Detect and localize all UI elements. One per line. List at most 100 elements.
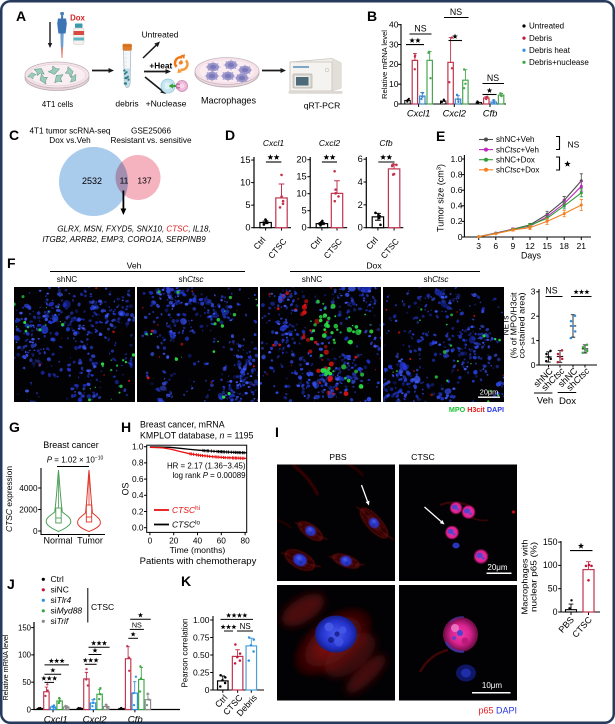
svg-text:NS: NS bbox=[487, 73, 499, 83]
svg-text:CTSC expression: CTSC expression bbox=[5, 466, 14, 532]
svg-text:100: 100 bbox=[543, 560, 558, 570]
svg-text:GSE25066: GSE25066 bbox=[131, 127, 172, 136]
svg-text:Macrophages: Macrophages bbox=[201, 96, 257, 106]
svg-text:2: 2 bbox=[358, 200, 363, 210]
svg-text:Pearson correlation: Pearson correlation bbox=[181, 619, 190, 688]
svg-text:15: 15 bbox=[296, 172, 306, 182]
svg-text:4T1 cells: 4T1 cells bbox=[42, 100, 73, 109]
svg-text:log rank P = 0.00089: log rank P = 0.00089 bbox=[172, 471, 246, 480]
svg-text:Cxcl2: Cxcl2 bbox=[83, 715, 108, 724]
svg-text:qRT-PCR: qRT-PCR bbox=[304, 101, 341, 111]
svg-text:CTSClo: CTSClo bbox=[172, 520, 201, 530]
svg-text:siTlr4: siTlr4 bbox=[51, 595, 72, 605]
svg-text:G: G bbox=[9, 419, 20, 435]
svg-text:3: 3 bbox=[476, 241, 481, 251]
svg-text:(% of MPO/H3cit: (% of MPO/H3cit bbox=[509, 292, 518, 359]
svg-text:10: 10 bbox=[389, 79, 399, 89]
svg-text:NS: NS bbox=[132, 621, 142, 630]
svg-text:Veh: Veh bbox=[537, 396, 554, 407]
svg-text:Ctrl: Ctrl bbox=[51, 574, 64, 584]
svg-text:15: 15 bbox=[240, 155, 250, 165]
svg-text:5: 5 bbox=[302, 206, 307, 216]
svg-text:0: 0 bbox=[302, 223, 307, 233]
svg-text:Debris+nuclease: Debris+nuclease bbox=[529, 58, 589, 67]
svg-text:D: D bbox=[225, 127, 235, 143]
svg-text:Cfb: Cfb bbox=[483, 108, 498, 119]
svg-text:10: 10 bbox=[296, 189, 306, 199]
svg-text:CTSC: CTSC bbox=[91, 602, 114, 612]
svg-text:0.75: 0.75 bbox=[193, 632, 210, 642]
svg-text:NS: NS bbox=[240, 622, 251, 631]
svg-text:10μm: 10μm bbox=[482, 681, 503, 690]
svg-text:1.0: 1.0 bbox=[451, 154, 463, 164]
svg-text:11: 11 bbox=[120, 176, 129, 186]
svg-text:K: K bbox=[181, 573, 191, 589]
svg-text:15: 15 bbox=[542, 241, 552, 251]
svg-text:4000: 4000 bbox=[19, 484, 38, 493]
svg-text:KMPLOT database, n = 1195: KMPLOT database, n = 1195 bbox=[140, 431, 254, 441]
svg-text:1.0: 1.0 bbox=[132, 442, 144, 452]
svg-text:20μm: 20μm bbox=[480, 388, 498, 397]
svg-text:Debris heat: Debris heat bbox=[529, 46, 571, 55]
svg-text:p65 DAPI: p65 DAPI bbox=[478, 706, 517, 716]
svg-text:Cxcl1: Cxcl1 bbox=[407, 108, 430, 119]
svg-text:Dox: Dox bbox=[70, 14, 85, 23]
svg-text:siNC: siNC bbox=[51, 585, 69, 595]
svg-text:Days: Days bbox=[521, 251, 542, 261]
svg-text:Cxcl2: Cxcl2 bbox=[443, 108, 467, 119]
svg-text:1: 1 bbox=[531, 335, 536, 345]
svg-text:0: 0 bbox=[394, 99, 399, 109]
svg-text:Relative mRNA level: Relative mRNA level bbox=[1, 634, 10, 700]
svg-text:Tumor: Tumor bbox=[77, 536, 103, 546]
svg-text:H: H bbox=[121, 419, 131, 435]
svg-text:30: 30 bbox=[389, 39, 399, 49]
svg-text:0: 0 bbox=[358, 223, 363, 233]
svg-text:shNC: shNC bbox=[57, 275, 78, 284]
svg-text:4: 4 bbox=[358, 177, 363, 187]
svg-text:0.6: 0.6 bbox=[132, 474, 144, 484]
svg-text:0.4: 0.4 bbox=[132, 490, 144, 500]
svg-text:50: 50 bbox=[548, 584, 558, 594]
svg-text:2000: 2000 bbox=[19, 505, 38, 514]
svg-text:0: 0 bbox=[553, 607, 558, 617]
svg-text:NETs: NETs bbox=[501, 316, 511, 336]
svg-text:shNC: shNC bbox=[302, 275, 323, 284]
svg-text:MPO H3cit DAPI: MPO H3cit DAPI bbox=[449, 405, 504, 414]
svg-text:Cfb: Cfb bbox=[379, 138, 393, 148]
svg-text:40: 40 bbox=[389, 19, 399, 29]
svg-text:J: J bbox=[7, 576, 15, 592]
svg-text:+Nuclease: +Nuclease bbox=[146, 99, 187, 109]
svg-text:0.50: 0.50 bbox=[193, 650, 210, 660]
svg-text:1.00: 1.00 bbox=[193, 615, 210, 625]
svg-text:150: 150 bbox=[18, 623, 32, 632]
svg-text:GLRX, MSN, FXYD5, SNX10, CTSC,: GLRX, MSN, FXYD5, SNX10, CTSC, IL18, bbox=[57, 225, 210, 234]
svg-text:0: 0 bbox=[33, 527, 38, 536]
svg-text:shCtsc: shCtsc bbox=[423, 275, 448, 284]
svg-text:shCtsc: shCtsc bbox=[178, 275, 203, 284]
svg-text:Macrophages with: Macrophages with bbox=[520, 539, 530, 614]
svg-text:0.2: 0.2 bbox=[451, 216, 463, 226]
svg-text:0: 0 bbox=[205, 685, 210, 695]
svg-text:Untreated: Untreated bbox=[529, 22, 564, 31]
svg-text:21: 21 bbox=[577, 241, 587, 251]
svg-text:2: 2 bbox=[531, 311, 536, 321]
svg-text:10: 10 bbox=[240, 178, 250, 188]
svg-text:Resistant vs. sensitive: Resistant vs. sensitive bbox=[111, 136, 192, 145]
svg-text:60: 60 bbox=[217, 536, 227, 546]
svg-text:20: 20 bbox=[169, 536, 179, 546]
svg-text:0: 0 bbox=[27, 705, 32, 714]
svg-text:shNC+Dox: shNC+Dox bbox=[496, 155, 535, 164]
svg-text:Dox: Dox bbox=[366, 261, 382, 271]
svg-text:Debris: Debris bbox=[529, 34, 552, 43]
svg-text:siTrif: siTrif bbox=[51, 616, 70, 626]
svg-text:40: 40 bbox=[193, 536, 203, 546]
svg-text:NS: NS bbox=[545, 286, 557, 296]
svg-text:137: 137 bbox=[137, 176, 151, 186]
svg-text:ITGB2, ARRB2, EMP3, CORO1A, SE: ITGB2, ARRB2, EMP3, CORO1A, SERPINB9 bbox=[42, 235, 206, 244]
svg-text:Cxcl2: Cxcl2 bbox=[319, 138, 341, 148]
svg-text:PBS: PBS bbox=[329, 452, 347, 462]
svg-text:100: 100 bbox=[18, 651, 32, 660]
svg-text:P = 1.02 × 10−10: P = 1.02 × 10−10 bbox=[47, 456, 104, 465]
svg-text:20: 20 bbox=[296, 155, 306, 165]
svg-text:3: 3 bbox=[531, 287, 536, 297]
